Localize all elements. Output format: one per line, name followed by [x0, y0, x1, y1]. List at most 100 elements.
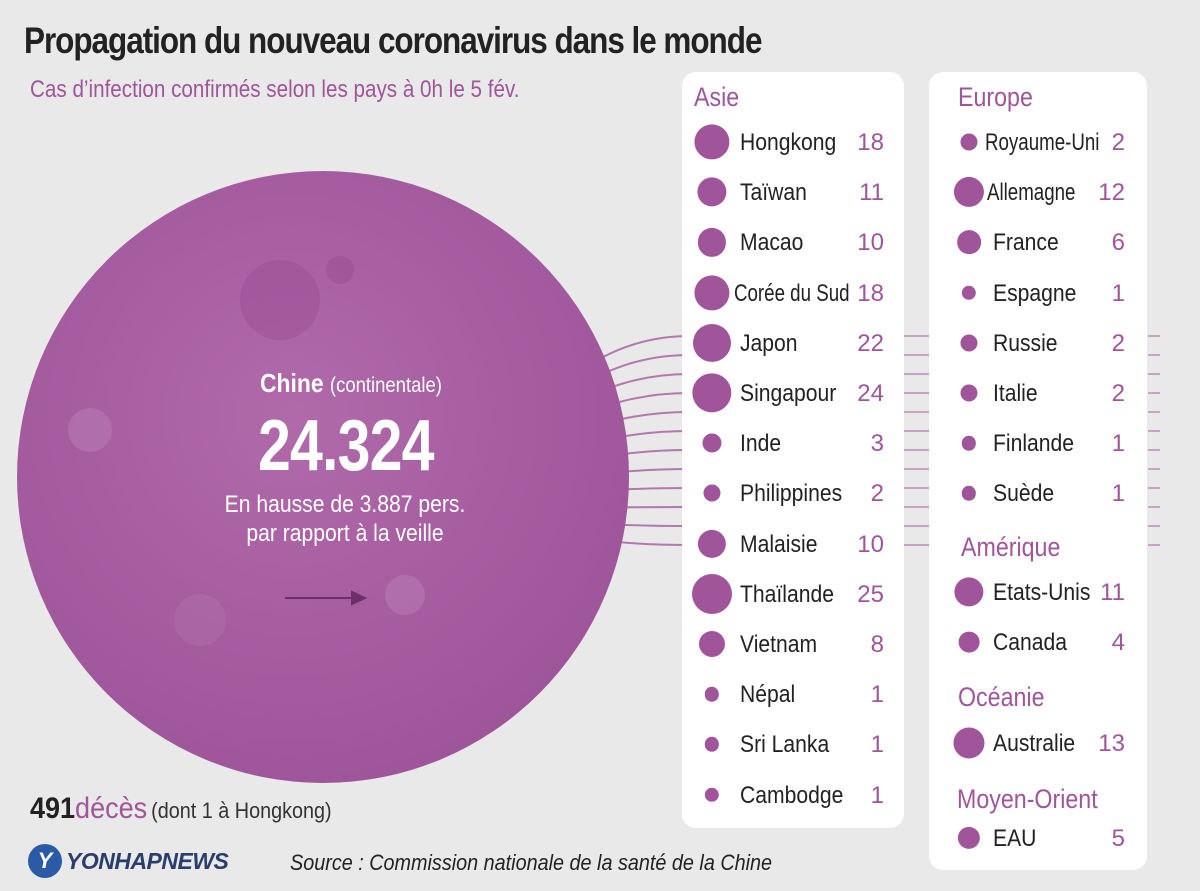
virus-texture [68, 256, 425, 646]
deaths-word: décès [75, 792, 148, 825]
country-dot-finlande [961, 435, 977, 451]
country-name: Malaisie [740, 530, 818, 558]
country-name: Royaume-Uni [985, 129, 1100, 156]
country-name: Italie [993, 380, 1038, 407]
region-title-oceanie: Océanie [958, 682, 1045, 712]
china-label: Chine (continentale) [260, 368, 442, 399]
country-row-france: France 6 [929, 222, 1147, 262]
country-row-singapour: Singapour 24 [682, 373, 904, 413]
country-name: Russie [993, 329, 1058, 357]
country-dot-sri-lanka [704, 737, 720, 752]
country-dot-australie [953, 727, 985, 759]
yonhap-logo: Y YONHAPNEWS [28, 844, 229, 878]
country-name: Finlande [993, 430, 1075, 458]
china-value: 24.324 [258, 406, 434, 486]
country-row-japon: Japon 22 [682, 323, 904, 363]
chart-title: Propagation du nouveau coronavirus dans … [24, 20, 762, 61]
country-dot-suede [961, 486, 977, 501]
country-name: Inde [740, 430, 782, 458]
country-name: Singapour [740, 380, 837, 407]
country-dot-royaume-uni [960, 133, 978, 151]
chart-subtitle: Cas d’infection confirmés selon les pays… [30, 76, 520, 103]
yonhap-logo-text: YONHAPNEWS [66, 847, 229, 874]
country-name: EAU [993, 825, 1037, 852]
country-value: 13 [1098, 730, 1125, 757]
country-value: 8 [870, 631, 884, 658]
china-qualifier: (continentale) [329, 374, 442, 397]
country-dot-espagne [961, 285, 977, 300]
country-name: Macao [740, 229, 804, 257]
country-dot-inde [702, 433, 722, 453]
country-row-canada: Canada 4 [929, 622, 1147, 662]
country-name: Espagne [993, 279, 1077, 307]
country-value: 18 [857, 129, 884, 156]
region-title-amerique: Amérique [961, 532, 1061, 562]
country-dot-taiwan [697, 177, 727, 207]
country-dot-hongkong [694, 124, 730, 160]
country-value: 2 [1111, 380, 1125, 407]
country-dot-allemagne [953, 177, 985, 208]
asia-panel: Asie Hongkong 18 Taïwan 11 Macao 10 Corée du S… [682, 72, 904, 828]
country-row-malaisie: Malaisie 10 [682, 524, 904, 564]
country-row-nepal: Népal 1 [682, 674, 904, 714]
deaths-note: (dont 1 à Hongkong) [151, 798, 332, 823]
country-dot-russie [960, 334, 978, 352]
country-dot-eau [957, 826, 981, 850]
country-value: 24 [857, 380, 884, 407]
country-dot-macao [697, 228, 727, 257]
country-dot-singapour [692, 373, 732, 413]
country-dot-thailande [692, 573, 732, 614]
china-name: Chine [260, 368, 324, 398]
country-row-hongkong: Hongkong 18 [682, 122, 904, 162]
country-value: 1 [1111, 480, 1125, 508]
china-increase: En hausse de 3.887 pers. par rapport à l… [195, 490, 494, 548]
country-name: Cambodge [740, 781, 844, 809]
country-row-philippines: Philippines 2 [682, 473, 904, 513]
country-name: Australie [993, 730, 1076, 757]
country-name: Canada [993, 629, 1067, 657]
country-row-allemagne: Allemagne 12 [929, 172, 1147, 212]
country-value: 2 [1111, 329, 1125, 357]
country-dot-japon [692, 323, 732, 362]
country-row-suede: Suède 1 [929, 473, 1147, 513]
china-circle [17, 171, 629, 783]
deaths-line: 491décès (dont 1 à Hongkong) [30, 792, 332, 826]
country-dot-cambodge [704, 787, 720, 802]
country-row-taiwan: Taïwan 11 [682, 172, 904, 212]
country-value: 12 [1098, 179, 1125, 207]
country-row-cambodge: Cambodge 1 [682, 775, 904, 815]
country-name: Allemagne [987, 179, 1076, 207]
country-name: Suède [993, 480, 1055, 508]
country-row-eau: EAU 5 [929, 818, 1147, 858]
source-note: Source : Commission nationale de la sant… [290, 850, 773, 875]
country-value: 1 [870, 681, 884, 709]
country-row-inde: Inde 3 [682, 423, 904, 463]
country-name: Japon [740, 329, 798, 357]
region-title-asie: Asie [694, 82, 740, 112]
arrow-icon [285, 590, 368, 606]
world-panel: Europe Royaume-Uni 2 Allemagne 12 France 6 Esp… [929, 72, 1147, 870]
country-value: 2 [1111, 129, 1125, 156]
country-dot-italie [960, 384, 978, 402]
country-dot-canada [958, 631, 980, 653]
country-name: Thaïlande [740, 580, 834, 608]
country-row-sri-lanka: Sri Lanka 1 [682, 724, 904, 764]
country-dot-etats-unis [954, 577, 984, 607]
country-value: 10 [857, 229, 884, 257]
country-value: 1 [1111, 430, 1125, 458]
country-row-russie: Russie 2 [929, 323, 1147, 363]
country-name: Philippines [740, 480, 843, 508]
country-dot-coree-du-sud [694, 275, 730, 311]
country-row-finlande: Finlande 1 [929, 423, 1147, 463]
country-value: 1 [870, 731, 884, 759]
country-name: Corée du Sud [734, 279, 850, 307]
country-dot-malaisie [697, 529, 727, 558]
country-value: 11 [1100, 579, 1125, 606]
country-name: Sri Lanka [740, 731, 830, 759]
country-row-coree-du-sud: Corée du Sud 18 [682, 273, 904, 313]
country-row-etats-unis: Etats-Unis 11 [929, 572, 1147, 612]
country-row-italie: Italie 2 [929, 373, 1147, 413]
country-value: 2 [870, 480, 884, 508]
country-value: 25 [857, 580, 884, 608]
